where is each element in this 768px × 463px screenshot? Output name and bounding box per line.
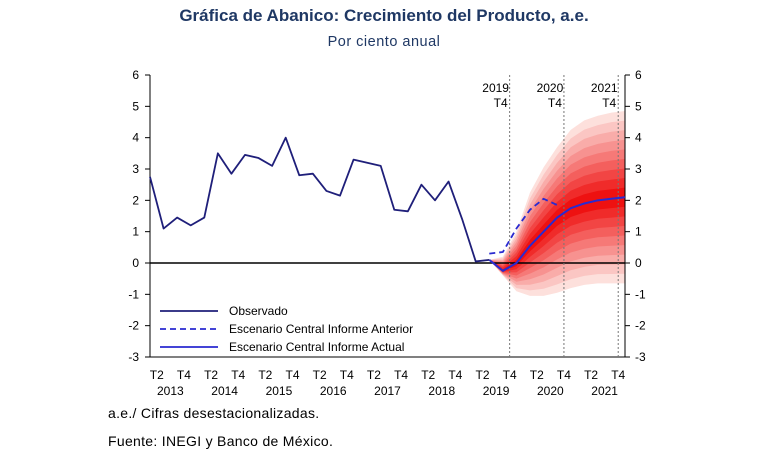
- x-tick-label: T4: [231, 368, 245, 382]
- y-tick-label-right: 5: [635, 99, 642, 113]
- x-year-label: 2013: [157, 384, 184, 398]
- x-tick-label: T2: [530, 368, 544, 382]
- x-year-label: 2018: [428, 384, 455, 398]
- footnote-abbreviation: a.e./ Cifras desestacionalizadas.: [108, 405, 320, 421]
- x-tick-label: T2: [258, 368, 272, 382]
- y-tick-label-left: 6: [132, 68, 139, 82]
- marker-quarter-label: T4: [602, 96, 616, 110]
- x-tick-label: T4: [503, 368, 517, 382]
- y-tick-label-right: -1: [635, 287, 646, 301]
- legend-label: Observado: [229, 304, 288, 318]
- y-tick-label-right: 2: [635, 193, 642, 207]
- x-tick-label: T4: [177, 368, 191, 382]
- x-tick-label: T4: [448, 368, 462, 382]
- x-year-label: 2015: [266, 384, 293, 398]
- x-tick-label: T2: [150, 368, 164, 382]
- x-tick-label: T4: [557, 368, 571, 382]
- y-tick-label-right: 4: [635, 131, 642, 145]
- y-tick-label-right: -3: [635, 350, 646, 364]
- x-tick-label: T4: [285, 368, 299, 382]
- y-tick-label-left: -2: [128, 319, 139, 333]
- x-tick-label: T2: [421, 368, 435, 382]
- y-tick-label-left: -1: [128, 287, 139, 301]
- x-year-label: 2021: [591, 384, 618, 398]
- y-tick-label-left: 2: [132, 193, 139, 207]
- y-tick-label-left: -3: [128, 350, 139, 364]
- x-year-label: 2017: [374, 384, 401, 398]
- series-escenario-anterior: [489, 197, 558, 255]
- fan-chart: -3 -3-2 -2-1 -10 01 12 23 34 45 56 62019T42020T420…: [128, 68, 646, 398]
- y-tick-label-right: 1: [635, 225, 642, 239]
- y-tick-label-left: 3: [132, 162, 139, 176]
- series-observado: [149, 136, 490, 263]
- y-tick-label-left: 1: [132, 225, 139, 239]
- chart-title: Gráfica de Abanico: Crecimiento del Prod…: [179, 6, 589, 25]
- legend-label: Escenario Central Informe Anterior: [229, 322, 413, 336]
- y-tick-label-right: -2: [635, 319, 646, 333]
- y-tick-label-right: 3: [635, 162, 642, 176]
- x-year-label: 2014: [211, 384, 238, 398]
- x-tick-label: T4: [394, 368, 408, 382]
- marker-quarter-label: T4: [494, 96, 508, 110]
- y-tick-label-left: 0: [132, 256, 139, 270]
- y-tick-label-left: 4: [132, 131, 139, 145]
- marker-year-label: 2019: [482, 81, 509, 95]
- x-tick-label: T4: [340, 368, 354, 382]
- y-tick-label-right: 6: [635, 68, 642, 82]
- x-year-label: 2020: [537, 384, 564, 398]
- legend-label: Escenario Central Informe Actual: [229, 340, 404, 354]
- x-year-label: 2019: [483, 384, 510, 398]
- y-tick-label-left: 5: [132, 99, 139, 113]
- x-tick-label: T4: [611, 368, 625, 382]
- x-tick-label: T2: [204, 368, 218, 382]
- x-tick-label: T2: [313, 368, 327, 382]
- marker-year-label: 2020: [537, 81, 564, 95]
- x-tick-label: T2: [475, 368, 489, 382]
- series-escenario-actual: [488, 196, 626, 272]
- x-tick-label: T2: [584, 368, 598, 382]
- x-tick-label: T2: [367, 368, 381, 382]
- chart-subtitle: Por ciento anual: [327, 34, 441, 50]
- marker-quarter-label: T4: [548, 96, 562, 110]
- y-tick-label-right: 0: [635, 256, 642, 270]
- marker-year-label: 2021: [591, 81, 618, 95]
- x-year-label: 2016: [320, 384, 347, 398]
- footnote-source: Fuente: INEGI y Banco de México.: [108, 433, 334, 449]
- fan-band-9: [489, 187, 625, 272]
